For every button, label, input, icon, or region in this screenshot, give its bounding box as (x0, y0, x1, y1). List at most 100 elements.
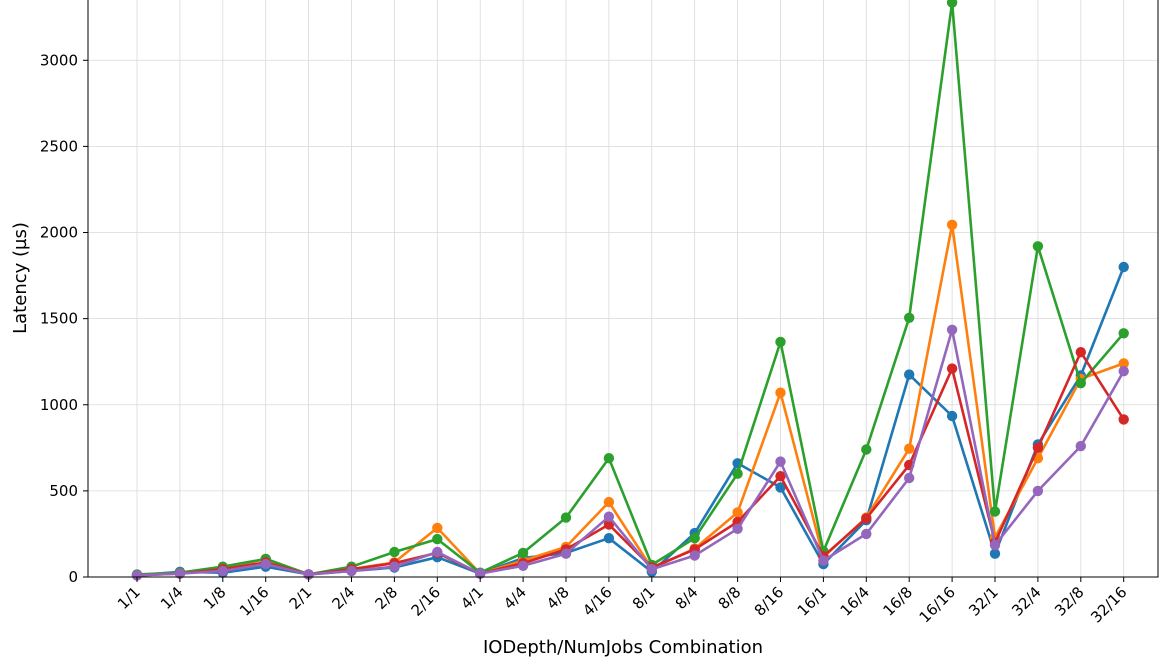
data-point (217, 565, 228, 577)
data-point (732, 523, 743, 534)
series-5 (131, 324, 1129, 581)
x-tick-label: 4/1 (457, 583, 487, 613)
y-tick-label: 3000 (40, 51, 78, 69)
y-axis-label: Latency (µs) (10, 222, 31, 334)
data-point (432, 533, 443, 545)
data-point (775, 456, 786, 467)
data-point (432, 546, 443, 558)
data-point (389, 561, 400, 572)
data-point (603, 533, 615, 544)
data-point (861, 444, 872, 455)
x-tick-label: 32/1 (965, 583, 1002, 620)
x-tick-label: 2/8 (371, 583, 401, 613)
x-tick-label: 8/4 (672, 583, 702, 613)
series-line (136, 266, 1125, 577)
data-point (517, 547, 529, 559)
x-tick-label: 1/1 (114, 583, 144, 613)
data-point (1075, 347, 1087, 358)
data-point (646, 564, 657, 575)
y-tick-label: 2000 (40, 224, 78, 242)
x-tick-label: 1/8 (200, 583, 230, 613)
data-point (732, 468, 743, 479)
data-point (475, 568, 486, 579)
data-point (260, 558, 271, 570)
data-point (603, 496, 615, 508)
data-point (1118, 328, 1129, 339)
series-layer (131, 0, 1129, 581)
data-point (946, 410, 958, 422)
x-tick-label: 32/8 (1051, 583, 1088, 620)
data-point (989, 506, 1001, 517)
data-point (517, 560, 529, 571)
data-point (1118, 261, 1129, 273)
data-point (775, 482, 786, 493)
x-tick-label: 8/16 (751, 583, 788, 620)
data-point (904, 443, 915, 454)
y-tick-label: 1500 (40, 310, 78, 328)
data-point (689, 550, 700, 561)
x-tick-label: 1/16 (236, 583, 273, 620)
x-tick-label: 16/1 (794, 583, 831, 620)
data-point (1118, 358, 1129, 369)
x-tick-label: 2/4 (329, 583, 359, 613)
data-point (689, 533, 700, 544)
data-point (131, 570, 143, 581)
x-tick-label: 4/8 (543, 583, 573, 613)
data-point (946, 219, 958, 230)
data-point (1032, 442, 1044, 453)
data-point (775, 336, 786, 348)
x-tick-label: 16/4 (837, 583, 874, 620)
x-tick-label: 16/16 (916, 583, 959, 626)
x-tick-label: 4/4 (500, 583, 530, 613)
y-tick-label: 1000 (40, 396, 78, 414)
data-point (775, 387, 786, 398)
data-point (346, 565, 357, 577)
x-tick-label: 32/4 (1008, 583, 1045, 620)
data-point (861, 528, 872, 540)
plot-frame (87, 0, 1159, 578)
y-tick-label: 500 (49, 482, 78, 500)
data-point (1075, 378, 1087, 389)
data-point (861, 513, 872, 524)
data-point (174, 568, 186, 579)
y-tick-label: 0 (68, 568, 78, 586)
x-tick-label: 4/16 (579, 583, 616, 620)
data-point (1118, 414, 1129, 425)
x-tick-label: 32/16 (1087, 583, 1130, 626)
data-point (560, 512, 572, 523)
series-3 (131, 0, 1129, 580)
x-axis-ticks: 1/1 1/4 1/8 1/16 2/1 2/4 2/8 2/16 4/1 4/4 4/8 4/16 8… (114, 577, 1131, 626)
series-line (136, 328, 1125, 577)
data-point (432, 522, 443, 534)
data-point (946, 0, 958, 8)
data-point (560, 548, 572, 559)
data-point (989, 539, 1001, 551)
x-tick-label: 2/16 (408, 583, 445, 620)
x-tick-label: 1/4 (157, 583, 187, 613)
x-tick-label: 2/1 (286, 583, 316, 613)
data-point (946, 363, 958, 374)
y-tick-label: 2500 (40, 137, 78, 155)
data-point (603, 511, 615, 522)
data-point (904, 369, 915, 380)
x-tick-label: 16/8 (879, 583, 916, 620)
data-point (1075, 440, 1087, 452)
data-point (946, 324, 958, 335)
x-tick-label: 8/8 (715, 583, 745, 613)
data-point (732, 507, 743, 518)
data-point (1032, 485, 1044, 497)
data-point (775, 471, 786, 482)
data-point (989, 548, 1001, 559)
x-tick-label: 8/1 (629, 583, 659, 613)
y-axis-ticks: 0 500 1000 1500 2000 2500 3000 (40, 51, 88, 586)
data-point (603, 453, 615, 464)
series-2 (131, 219, 1129, 581)
data-point (904, 472, 915, 484)
data-point (904, 312, 915, 323)
data-point (818, 555, 829, 566)
data-point (1118, 366, 1129, 377)
data-point (389, 546, 400, 558)
x-axis-label: IODepth/NumJobs Combination (483, 637, 763, 658)
data-point (1032, 241, 1044, 252)
